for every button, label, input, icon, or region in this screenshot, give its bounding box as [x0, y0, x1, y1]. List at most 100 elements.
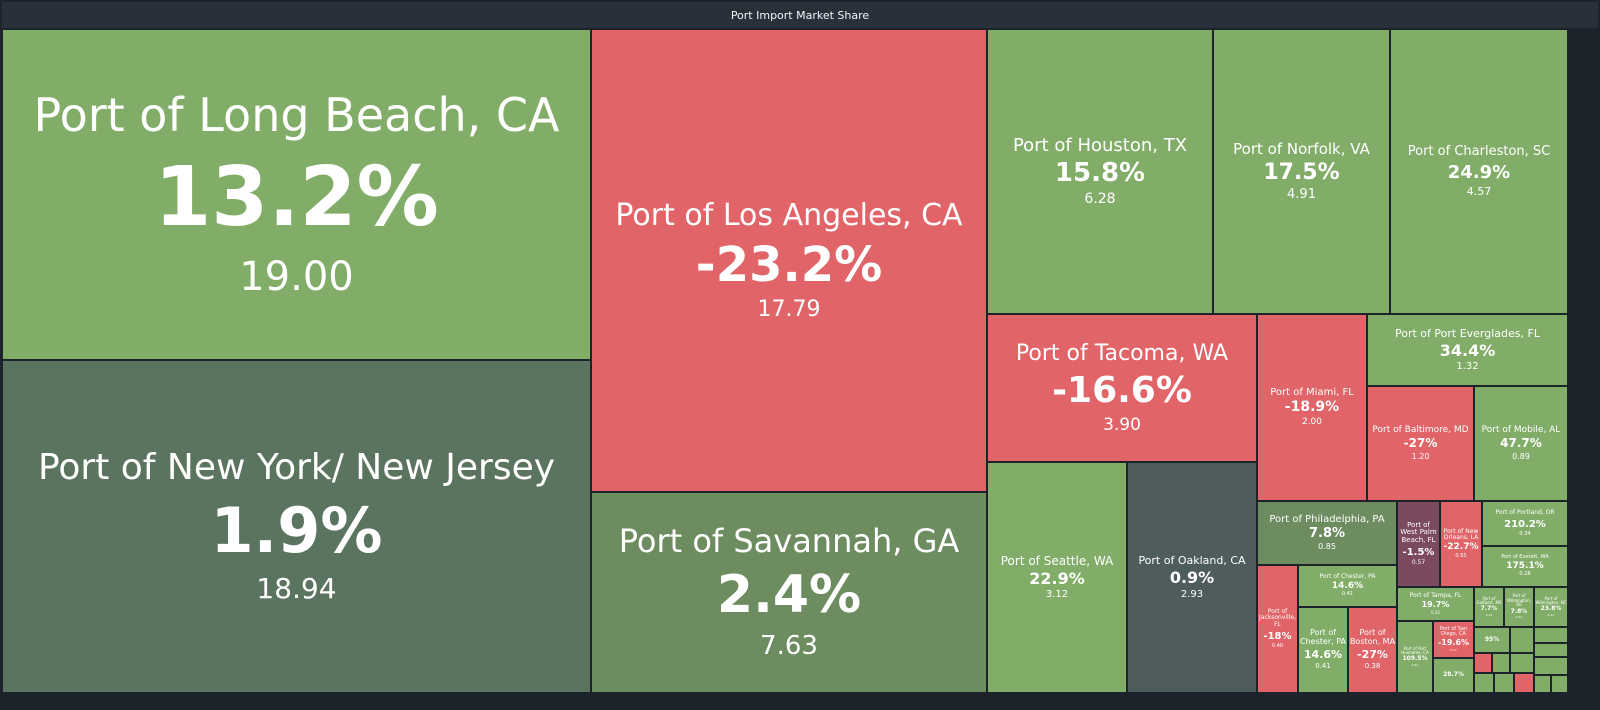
treemap-tile[interactable]: Port of San Diego, CA -19.6% 0.17	[1433, 621, 1474, 658]
treemap-tile[interactable]	[1534, 627, 1568, 643]
tile-share-value: 0.57	[1411, 558, 1426, 566]
treemap-tile[interactable]: Port of Jacksonville, FL -18% 0.40	[1257, 565, 1298, 693]
tile-share-value: 0.11	[1515, 615, 1523, 620]
tile-label: Port of Long Beach, CA	[33, 88, 560, 143]
tile-share-value: 2.00	[1301, 416, 1323, 427]
tile-change-percent: 109.5%	[1402, 655, 1428, 663]
treemap-tile[interactable]	[1474, 673, 1494, 693]
tile-share-value: 4.57	[1466, 184, 1492, 198]
treemap-tile[interactable]: Port of Oakland, CA 0.9% 2.93	[1127, 462, 1257, 693]
tile-change-percent: 47.7%	[1500, 436, 1542, 451]
tile-label: Port of Port Everglades, FL	[1395, 326, 1540, 340]
tile-share-value: 0.55	[1455, 552, 1467, 559]
tile-label: Port of Boston, MA	[1349, 628, 1396, 647]
tile-change-percent: 17.5%	[1263, 159, 1340, 185]
tile-change-percent: 210.2%	[1504, 518, 1546, 530]
treemap-tile[interactable]: Port of Miami, FL -18.9% 2.00	[1257, 314, 1367, 501]
treemap-tile[interactable]	[1534, 657, 1568, 675]
treemap-tile[interactable]: Port of New York/ New Jersey 1.9% 18.94	[2, 360, 591, 693]
tile-change-percent: 14.6%	[1303, 647, 1343, 661]
tile-share-value: 19.00	[239, 253, 354, 300]
tile-change-percent: 0.9%	[1169, 568, 1215, 588]
treemap-tile[interactable]: Port of Savannah, GA 2.4% 7.63	[591, 492, 987, 693]
tile-change-percent: 19.7%	[1421, 599, 1450, 609]
treemap-tile[interactable]: Port of Wilmington, DE 7.8% 0.11	[1504, 587, 1534, 627]
tile-change-percent: 23.8%	[1540, 605, 1562, 613]
tile-label: Port of Gulfport, MS	[1476, 595, 1502, 606]
treemap-tile[interactable]: Port of Chester, PA 14.6% 0.41	[1298, 607, 1348, 693]
tile-change-percent: -18%	[1263, 630, 1292, 642]
treemap-tile[interactable]: Port of Port Everglades, FL 34.4% 1.32	[1367, 314, 1568, 386]
treemap-tile[interactable]: Port of Baltimore, MD -27% 1.20	[1367, 386, 1474, 501]
tile-share-value: 0.41	[1315, 662, 1331, 670]
treemap-tile[interactable]	[1494, 673, 1514, 693]
treemap-tile[interactable]	[1534, 675, 1551, 693]
tile-share-value: 1.20	[1411, 451, 1430, 461]
tile-change-percent: -23.2%	[695, 236, 883, 293]
tile-change-percent: 13.2%	[154, 149, 439, 245]
treemap-tile[interactable]: Port of Wilmington, NC 23.8% 0.11	[1534, 587, 1568, 627]
tile-change-percent: 7.7%	[1480, 605, 1498, 613]
treemap-tile[interactable]: Port of Charleston, SC 24.9% 4.57	[1390, 29, 1568, 314]
tile-change-percent: 95%	[1484, 635, 1500, 643]
tile-label: Port of Tacoma, WA	[1015, 340, 1229, 366]
treemap-tile[interactable]	[1510, 627, 1534, 653]
treemap-tile[interactable]: Port of West Palm Beach, FL -1.5% 0.57	[1397, 501, 1440, 587]
tile-label: Port of Portland, OR	[1495, 508, 1555, 516]
tile-share-value: 4.91	[1287, 186, 1316, 202]
treemap-tile[interactable]: Port of Houston, TX 15.8% 6.28	[987, 29, 1213, 314]
tile-share-value: 6.28	[1084, 191, 1116, 207]
chart-title-text: Port Import Market Share	[730, 8, 870, 22]
treemap-tile[interactable]: Port of Norfolk, VA 17.5% 4.91	[1213, 29, 1390, 314]
tile-share-value: 17.79	[757, 297, 821, 323]
tile-share-value: 0.85	[1318, 542, 1336, 552]
treemap-tile[interactable]: Port of Chester, PA 14.6% 0.41	[1298, 565, 1397, 607]
treemap-tile[interactable]: Port of Mobile, AL 47.7% 0.89	[1474, 386, 1568, 501]
treemap-tile[interactable]	[1492, 653, 1510, 673]
tile-change-percent: 175.1%	[1506, 560, 1544, 571]
tile-change-percent: -27%	[1357, 647, 1388, 661]
tile-change-percent: -16.6%	[1052, 369, 1192, 411]
treemap-tile[interactable]: 28.7%	[1433, 658, 1474, 693]
treemap-tile[interactable]: 95%	[1474, 627, 1510, 653]
tile-share-value: 0.17	[1450, 647, 1457, 652]
tile-label: Port of Jacksonville, FL	[1259, 607, 1296, 629]
tile-label: Port of Tampa, FL	[1409, 592, 1462, 600]
treemap-tile[interactable]	[1534, 643, 1568, 657]
tile-share-value: 0.38	[1364, 662, 1381, 670]
tile-change-percent: 14.6%	[1331, 580, 1364, 591]
tile-label: Port of Savannah, GA	[618, 522, 960, 561]
treemap-tile[interactable]: Port of Los Angeles, CA -23.2% 17.79	[591, 29, 987, 492]
treemap-tile[interactable]: Port of Seattle, WA 22.9% 3.12	[987, 462, 1127, 693]
treemap-tile[interactable]: Port of Portland, OR 210.2% 0.34	[1482, 501, 1568, 546]
tile-change-percent: 1.9%	[210, 493, 383, 567]
tile-label: Port of Chester, PA	[1300, 628, 1346, 647]
tile-change-percent: 2.4%	[716, 565, 862, 626]
tile-share-value: 1.32	[1456, 361, 1479, 373]
tile-share-value: 0.11	[1547, 613, 1555, 618]
treemap-tile[interactable]	[1551, 675, 1568, 693]
treemap-tile[interactable]: Port of Boston, MA -27% 0.38	[1348, 607, 1397, 693]
treemap-tile[interactable]	[1474, 653, 1492, 673]
treemap-tile[interactable]: Port of Tampa, FL 19.7% 0.22	[1397, 587, 1474, 621]
tile-share-value: 0.34	[1519, 530, 1531, 537]
treemap-tile[interactable]: Port of Long Beach, CA 13.2% 19.00	[2, 29, 591, 360]
tile-change-percent: -19.6%	[1437, 637, 1470, 647]
treemap-tile[interactable]: Port of New Orleans, LA -22.7% 0.55	[1440, 501, 1482, 587]
treemap-tile[interactable]: Port of Port Hueneme, CA 109.5% 0.21	[1397, 621, 1433, 693]
treemap-tile[interactable]: Port of Philadelphia, PA 7.8% 0.85	[1257, 501, 1397, 565]
treemap-tile[interactable]: Port of Gulfport, MS 7.7% 0.12	[1474, 587, 1504, 627]
treemap-tile[interactable]	[1510, 653, 1534, 673]
tile-change-percent: 7.8%	[1308, 525, 1346, 541]
tile-change-percent: 15.8%	[1054, 158, 1146, 189]
tile-change-percent: 28.7%	[1443, 671, 1464, 679]
tile-label: Port of Norfolk, VA	[1233, 140, 1370, 158]
treemap-tile[interactable]: Port of Everett, WA 175.1% 0.28	[1482, 546, 1568, 587]
treemap-tile[interactable]: Port of Tacoma, WA -16.6% 3.90	[987, 314, 1257, 462]
tile-share-value: 0.21	[1411, 663, 1419, 668]
tile-label: Port of Philadelphia, PA	[1269, 513, 1385, 525]
tile-share-value: 0.12	[1485, 613, 1493, 618]
treemap-tile[interactable]	[1514, 673, 1534, 693]
tile-label: Port of New Orleans, LA	[1443, 527, 1479, 542]
